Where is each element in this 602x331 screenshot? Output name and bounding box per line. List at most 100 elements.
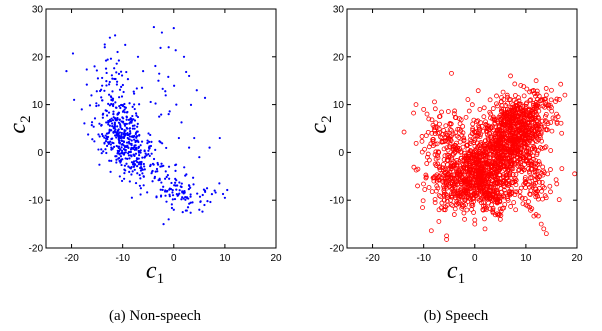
non-speech-point	[138, 184, 141, 187]
non-speech-point	[123, 111, 126, 114]
non-speech-point	[65, 70, 68, 73]
speech-point	[529, 183, 535, 189]
non-speech-point	[138, 103, 141, 106]
non-speech-point	[120, 85, 123, 88]
speech-point	[439, 200, 445, 206]
non-speech-point	[127, 154, 131, 157]
speech-point	[481, 128, 486, 134]
speech-point	[542, 114, 548, 119]
speech-point	[541, 170, 547, 176]
non-speech-point	[108, 118, 112, 121]
non-speech-point	[133, 168, 136, 171]
non-speech-point	[210, 193, 214, 196]
non-speech-point	[147, 132, 150, 135]
speech-point	[435, 185, 441, 191]
speech-point	[504, 113, 509, 119]
non-speech-point	[138, 133, 141, 137]
non-speech-point	[122, 109, 125, 112]
speech-point	[534, 91, 540, 97]
non-speech-point	[184, 196, 187, 199]
speech-point	[527, 123, 532, 129]
non-speech-point	[157, 79, 160, 82]
speech-point	[488, 111, 494, 117]
non-speech-point	[134, 139, 137, 143]
non-speech-point	[198, 156, 201, 159]
non-speech-point	[139, 169, 143, 172]
speech-point	[493, 135, 499, 141]
non-speech-point	[168, 177, 171, 180]
speech-point	[471, 210, 476, 215]
speech-point	[481, 149, 487, 155]
non-speech-point	[120, 95, 124, 98]
non-speech-point	[119, 148, 122, 151]
speech-point	[481, 174, 487, 179]
non-speech-point	[112, 145, 116, 149]
speech-point	[501, 183, 506, 189]
non-speech-point	[113, 121, 116, 124]
non-speech-point	[131, 135, 134, 138]
non-speech-point	[167, 165, 171, 168]
non-speech-point	[171, 189, 174, 192]
speech-point	[419, 149, 425, 155]
speech-point	[476, 174, 481, 180]
non-speech-point	[100, 148, 103, 151]
speech-point	[520, 201, 526, 207]
speech-point	[523, 157, 529, 163]
speech-point	[529, 117, 535, 122]
speech-point	[446, 167, 452, 172]
speech-point	[516, 135, 521, 141]
non-speech-point	[128, 180, 131, 183]
speech-point	[465, 191, 471, 197]
non-speech-point	[113, 126, 116, 129]
non-speech-point	[183, 166, 186, 169]
speech-point	[437, 167, 443, 173]
non-speech-point	[120, 149, 124, 152]
non-speech-point	[112, 110, 115, 113]
speech-point	[421, 181, 426, 187]
speech-point	[536, 108, 542, 114]
non-speech-point	[177, 136, 180, 140]
non-speech-point	[206, 200, 209, 203]
speech-point	[493, 138, 499, 143]
speech-point	[518, 156, 524, 162]
speech-point	[512, 107, 518, 112]
non-speech-point	[133, 107, 136, 111]
speech-point	[441, 146, 447, 152]
non-speech-point	[115, 158, 118, 161]
speech-point	[533, 118, 539, 124]
speech-point	[497, 206, 503, 212]
non-speech-point	[165, 200, 168, 203]
speech-point	[464, 143, 469, 148]
non-speech-point	[204, 190, 207, 193]
speech-point	[518, 119, 524, 125]
speech-point	[488, 139, 494, 145]
speech-point	[501, 106, 506, 112]
non-speech-point	[121, 152, 124, 155]
non-speech-point	[117, 59, 120, 62]
speech-point	[521, 122, 526, 128]
speech-point	[539, 170, 545, 176]
non-speech-point	[111, 97, 115, 100]
speech-point	[436, 207, 442, 213]
non-speech-point	[123, 133, 126, 137]
non-speech-point	[131, 127, 134, 130]
non-speech-point	[214, 191, 217, 194]
non-speech-point	[209, 200, 212, 204]
speech-point	[439, 139, 445, 145]
speech-point	[485, 172, 491, 178]
non-speech-point	[138, 154, 141, 157]
speech-point	[549, 87, 554, 93]
speech-point	[521, 93, 527, 99]
speech-point	[432, 128, 438, 134]
non-speech-point	[137, 140, 140, 144]
non-speech-point	[125, 111, 129, 114]
speech-point	[506, 183, 511, 188]
speech-point	[426, 185, 432, 190]
speech-point	[461, 135, 467, 141]
speech-point	[465, 169, 471, 175]
speech-yaxis-label: c2	[306, 115, 335, 133]
speech-point	[464, 161, 469, 166]
non-speech-point	[120, 179, 124, 183]
non-speech-point	[112, 113, 115, 116]
speech-point	[504, 130, 510, 135]
